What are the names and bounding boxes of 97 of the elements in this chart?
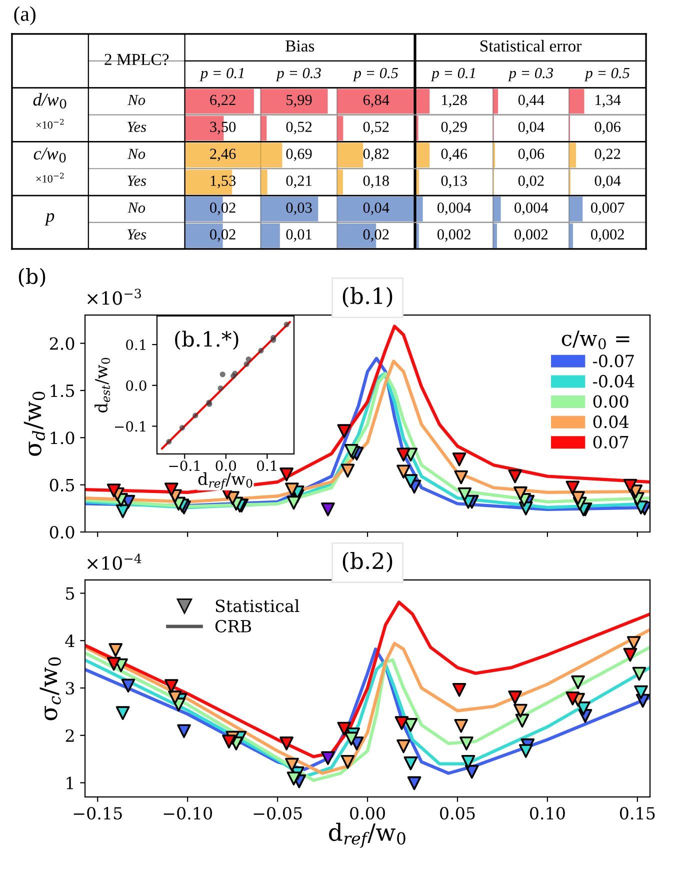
y-tick-label: 3 <box>66 682 74 695</box>
data-label: 0,007 <box>591 202 624 216</box>
data-label: 0,002 <box>591 229 624 242</box>
x-tick-label: p = 0.3 <box>276 68 321 82</box>
y-tick-label: 1.0 <box>50 432 74 444</box>
text: p <box>44 213 54 226</box>
x-tick-label: 0.1 <box>257 460 276 471</box>
text: ×10$^{−2}$ <box>36 118 64 129</box>
y-tick-label: No <box>128 148 146 159</box>
y-tick-label: No <box>128 94 146 106</box>
data-label: 0,18 <box>363 176 389 188</box>
text: Bias <box>286 40 314 52</box>
data-label: 6,84 <box>363 94 390 108</box>
data-label: 0,004 <box>437 202 472 216</box>
data-label: 1,28 <box>442 94 467 108</box>
legend-label: -0.07 <box>592 354 634 368</box>
data-label: 0,02 <box>363 229 389 242</box>
data-label: 0,13 <box>441 176 467 188</box>
data-label: 0,004 <box>514 202 548 216</box>
y-tick-label: 5 <box>66 587 74 600</box>
data-label: 0,44 <box>518 94 544 108</box>
x-tick-label: −0.05 <box>254 806 302 820</box>
x-axis-title: d$_{ref}$/w$_{0}$ <box>198 472 252 490</box>
data-label: 0,04 <box>594 176 621 188</box>
text: ×10$^{−4}$ <box>88 554 142 570</box>
x-tick-label: p = 0.1 <box>430 68 475 82</box>
legend-label: CRB <box>215 620 252 633</box>
text: (b) <box>18 268 46 288</box>
data-label: 0,82 <box>363 148 389 162</box>
y-tick-label: Yes <box>128 176 146 186</box>
data-label: 0,04 <box>363 202 390 216</box>
text: c/w$_{0}$ <box>34 148 66 162</box>
data-label: 0,02 <box>210 229 236 242</box>
y-tick-label: 0.5 <box>50 478 74 492</box>
data-label: 0,22 <box>594 148 620 162</box>
data-label: 2,46 <box>210 148 236 162</box>
x-tick-label: 0.15 <box>620 806 655 820</box>
annotation: (b.1.*) <box>175 330 238 350</box>
chart-title: (b.2) <box>342 552 392 572</box>
text: d/w$_{0}$ <box>33 93 66 109</box>
y-tick-label: Yes <box>128 229 146 240</box>
legend-label: 0.07 <box>593 436 628 448</box>
legend-label: 0.00 <box>593 395 628 408</box>
x-tick-label: 0.10 <box>530 806 565 820</box>
legend-title: c/w$_{0}$ = <box>562 330 630 350</box>
x-tick-label: 0.0 <box>216 460 236 471</box>
data-label: 5,99 <box>286 94 312 108</box>
data-label: 0,02 <box>518 176 544 188</box>
data-label: 0,46 <box>441 148 467 162</box>
legend-label: Statistical <box>216 599 300 612</box>
chart-title: (b.1) <box>342 287 392 308</box>
y-tick-label: −0.1 <box>115 421 146 432</box>
y-axis-title: σ$_{d}$/w$_{0}$ <box>24 392 45 456</box>
y-tick-label: 4 <box>65 634 74 647</box>
data-label: 0,02 <box>210 202 236 216</box>
y-tick-label: 2 <box>66 729 74 742</box>
y-tick-label: 1.5 <box>50 384 74 398</box>
data-label: 1,34 <box>596 94 621 108</box>
y-tick-label: 0.0 <box>126 380 146 391</box>
y-axis-title: d$_{est}$/w$_{0}$ <box>94 358 110 413</box>
y-tick-label: 0.0 <box>50 526 74 539</box>
x-tick-label: p = 0.5 <box>352 68 398 82</box>
text: Statistical error <box>480 40 582 52</box>
data-label: 0,52 <box>286 122 312 134</box>
x-tick-label: p = 0.1 <box>200 68 244 82</box>
data-label: 0,69 <box>286 148 312 162</box>
data-label: 0,06 <box>518 148 544 162</box>
legend-label: -0.04 <box>592 374 634 388</box>
data-label: 0,06 <box>594 122 621 134</box>
y-tick-label: Yes <box>128 122 146 132</box>
y-tick-label: 0.1 <box>126 340 146 350</box>
data-label: 0,52 <box>363 122 389 134</box>
y-tick-label: No <box>128 202 146 213</box>
text: (a) <box>14 6 36 26</box>
text: 2 MPLC? <box>104 54 169 66</box>
x-axis-title: d$_{ref}$/w$_{0}$ <box>329 822 406 848</box>
text: ×10$^{−2}$ <box>36 172 64 183</box>
data-label: 6,22 <box>210 94 236 108</box>
data-label: 0,03 <box>286 202 312 216</box>
x-tick-label: −0.1 <box>169 460 200 471</box>
x-tick-label: p = 0.5 <box>584 68 630 82</box>
y-tick-label: 2.0 <box>50 337 74 350</box>
y-tick-label: 1 <box>66 776 73 790</box>
data-label: 0,29 <box>441 122 467 134</box>
y-axis-title: σ$_{c}$/w$_{0}$ <box>40 657 61 720</box>
x-tick-label: 0.05 <box>440 806 475 820</box>
text: ×10$^{−3}$ <box>88 288 141 305</box>
x-tick-label: p = 0.3 <box>508 68 553 82</box>
x-tick-label: −0.10 <box>164 806 212 820</box>
data-label: 0,002 <box>514 229 548 242</box>
data-label: 0,01 <box>286 229 312 242</box>
legend-label: 0.04 <box>593 416 629 428</box>
data-label: 0,04 <box>518 122 544 134</box>
x-tick-label: −0.15 <box>74 806 122 820</box>
data-label: 0,21 <box>286 176 312 188</box>
x-tick-label: 0.00 <box>350 806 385 820</box>
data-label: 0,002 <box>437 229 470 242</box>
